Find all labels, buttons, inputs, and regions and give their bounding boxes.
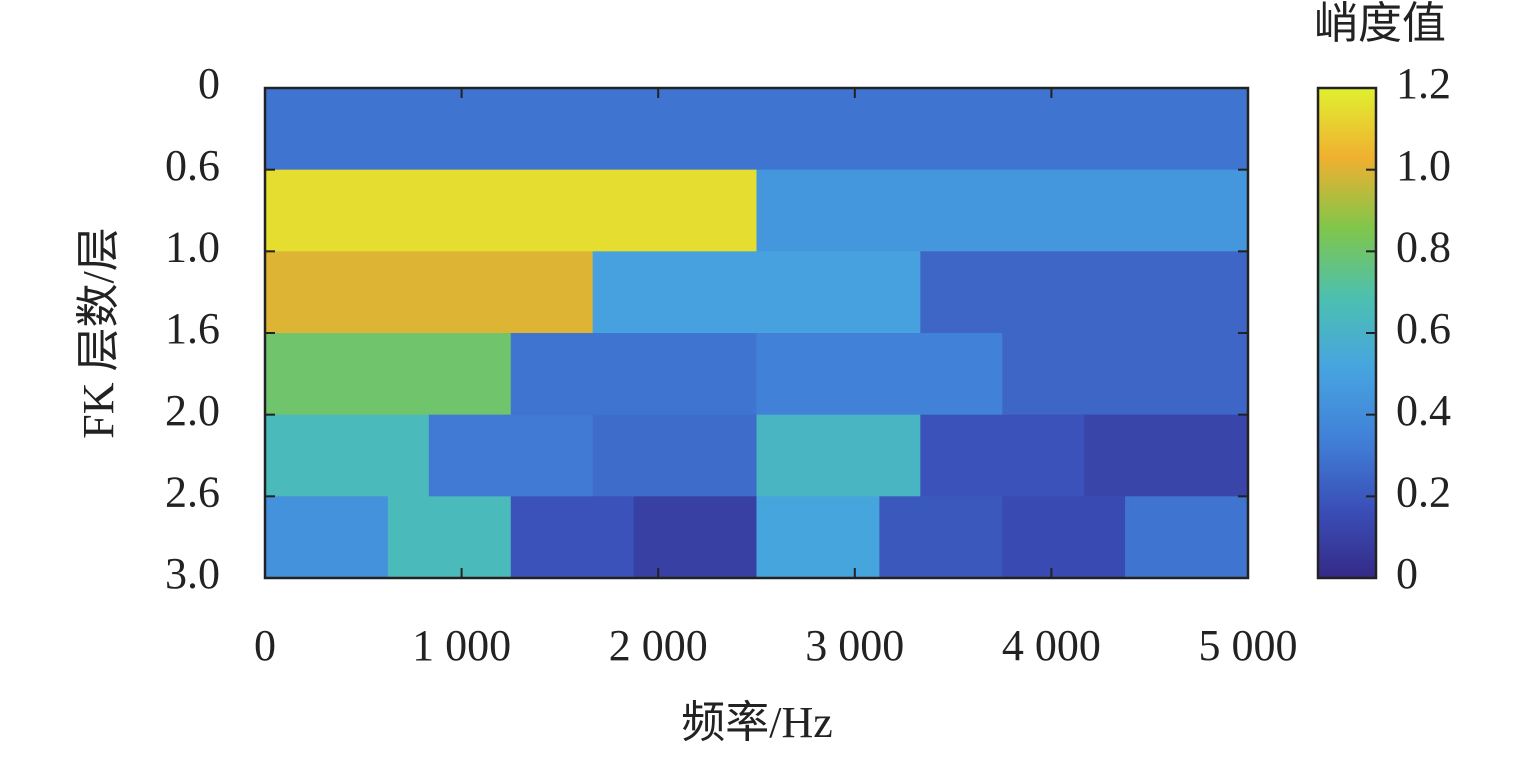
colorbar-tick-label: 1.2 (1396, 59, 1451, 108)
cell (756, 333, 1003, 416)
cell (265, 169, 757, 252)
colorbar-tick-label: 0.4 (1396, 386, 1451, 435)
cell (920, 251, 1249, 334)
y-tick-label: 1.6 (165, 304, 220, 353)
cell (387, 496, 512, 579)
cell (265, 251, 594, 334)
cell (1002, 333, 1249, 416)
cell (633, 496, 757, 579)
cell (1125, 496, 1249, 579)
cell (265, 414, 430, 497)
y-tick-label: 3.0 (165, 549, 220, 598)
x-tick-label: 3 000 (805, 621, 904, 670)
y-axis-title: FK 层数/层 (74, 227, 123, 438)
cell (592, 414, 757, 497)
cell (1002, 496, 1126, 579)
cell (879, 496, 1003, 579)
cell (1084, 414, 1249, 497)
y-tick-label: 2.0 (165, 386, 220, 435)
cell (428, 414, 594, 497)
colorbar-tick-label: 0 (1396, 549, 1418, 598)
colorbar-tick-label: 0.2 (1396, 467, 1451, 516)
x-tick-label: 4 000 (1002, 621, 1101, 670)
cell (265, 496, 389, 579)
colorbar-tick-label: 0.6 (1396, 304, 1451, 353)
colorbar-tick-label: 0.8 (1396, 222, 1451, 271)
cell (756, 169, 1249, 252)
y-tick-label: 1.0 (165, 222, 220, 271)
cell (265, 333, 512, 416)
y-tick-label: 0 (198, 59, 220, 108)
x-tick-label: 0 (254, 621, 276, 670)
cell (920, 414, 1085, 497)
colorbar-tick-label: 1.0 (1396, 141, 1451, 190)
x-tick-label: 1 000 (412, 621, 511, 670)
cell (265, 88, 1249, 171)
y-tick-label: 2.6 (165, 467, 220, 516)
x-tick-label: 5 000 (1199, 621, 1298, 670)
cell (756, 496, 880, 579)
x-tick-label: 2 000 (609, 621, 708, 670)
x-axis-title: 频率/Hz (681, 698, 833, 747)
cell (510, 333, 757, 416)
cell (510, 496, 635, 579)
cell (592, 251, 921, 334)
colorbar-title: 峭度值 (1314, 0, 1446, 48)
cell (756, 414, 921, 497)
y-tick-label: 0.6 (165, 141, 220, 190)
